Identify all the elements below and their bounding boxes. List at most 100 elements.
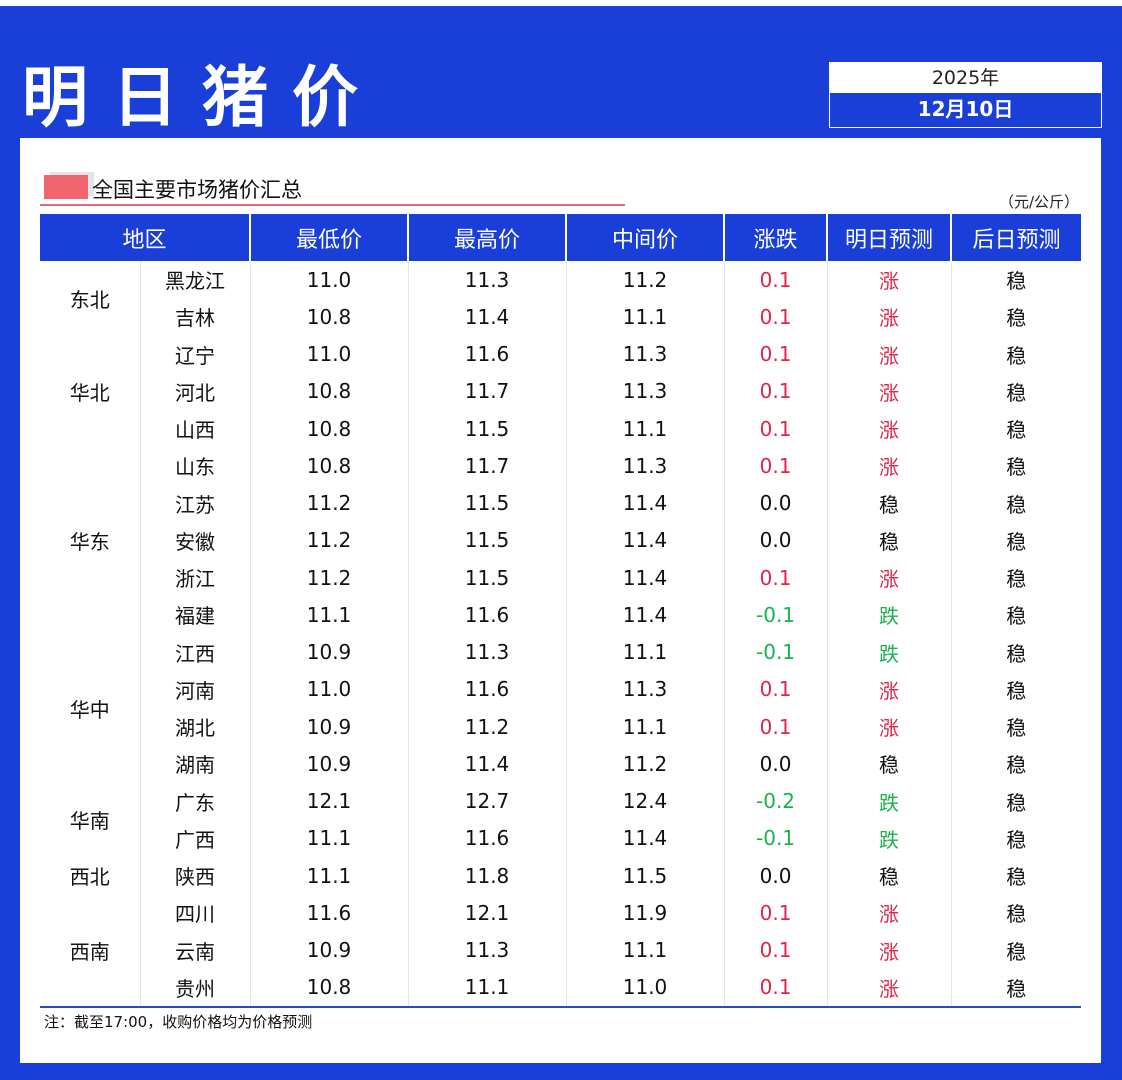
high-price-cell: 11.6: [408, 596, 567, 634]
high-price-cell: 11.5: [408, 410, 567, 448]
after-tomorrow-forecast-cell: 稳: [1006, 716, 1027, 741]
province-cell: 广东: [140, 782, 251, 820]
low-price-cell: 11.0: [250, 670, 409, 708]
province-cell: 贵州: [140, 968, 251, 1006]
tomorrow-forecast-cell: 跌: [827, 596, 952, 634]
province-cell: 山东: [140, 447, 251, 485]
high-price-cell: 11.6: [408, 819, 567, 857]
table-row: 湖北 10.9 11.2 11.1 0.1 涨 稳: [40, 708, 1081, 746]
table-bottom-rule: [40, 1006, 1081, 1008]
province-cell: 四川: [140, 894, 251, 932]
low-price-cell: 10.8: [250, 447, 409, 485]
high-price-cell: 11.6: [408, 335, 567, 373]
low-price-cell: 10.9: [250, 745, 409, 783]
high-price-cell: 12.1: [408, 894, 567, 932]
mid-price-cell: 11.4: [566, 559, 725, 597]
mid-price-cell: 11.0: [566, 968, 725, 1006]
tomorrow-forecast-cell: 涨: [827, 559, 952, 597]
province-cell: 福建: [140, 596, 251, 634]
province-cell: 吉林: [140, 298, 251, 336]
low-price-cell: 10.9: [250, 708, 409, 746]
low-price-cell: 11.2: [250, 559, 409, 597]
mid-price-cell: 11.1: [566, 708, 725, 746]
change-cell: -0.1: [724, 633, 828, 671]
table-row: 吉林 10.8 11.4 11.1 0.1 涨 稳: [40, 298, 1081, 336]
section-underline: [40, 204, 625, 206]
mid-price-cell: 11.4: [566, 484, 725, 522]
section-title: 全国主要市场猪价汇总: [92, 178, 302, 202]
mid-price-cell: 11.5: [566, 857, 725, 895]
section-marker-icon: [44, 175, 88, 199]
after-tomorrow-forecast-cell: 稳: [1006, 492, 1027, 517]
footnote: 注：截至17:00，收购价格均为价格预测: [44, 1013, 313, 1031]
province-cell: 浙江: [140, 559, 251, 597]
region-cell: 西南: [40, 894, 141, 1006]
low-price-cell: 11.0: [250, 335, 409, 373]
table-row: 西北 陕西 11.1 11.8 11.5 0.0 稳稳: [40, 857, 1081, 895]
table-row: 江苏 11.2 11.5 11.4 0.0 稳稳: [40, 484, 1081, 522]
high-price-cell: 11.5: [408, 484, 567, 522]
region-cell: 东北: [40, 261, 141, 336]
region-cell: 西北: [40, 857, 141, 895]
after-tomorrow-forecast-cell: 稳: [1006, 902, 1027, 927]
table-row: 西南 四川 11.6 12.1 11.9 0.1 涨稳: [40, 894, 1081, 1006]
column-header-high: 最高价: [408, 214, 568, 261]
table-row: 贵州 10.8 11.1 11.0 0.1 涨 稳: [40, 968, 1081, 1006]
low-price-cell: 10.9: [250, 931, 409, 969]
table-row: 广西 11.1 11.6 11.4 -0.1 跌 稳: [40, 819, 1081, 857]
change-cell: 0.0: [724, 484, 828, 522]
low-price-cell: 11.2: [250, 521, 409, 559]
mid-price-cell: 11.1: [566, 298, 725, 336]
column-header-tomorrow: 明日预测: [827, 214, 953, 261]
tomorrow-forecast-cell: 涨: [827, 261, 952, 299]
mid-price-cell: 11.3: [566, 335, 725, 373]
table-row: 湖南 10.9 11.4 11.2 0.0 稳稳: [40, 745, 1081, 783]
change-cell: -0.2: [724, 782, 828, 820]
mid-price-cell: 11.4: [566, 819, 725, 857]
region-cell: 华北: [40, 335, 141, 448]
after-tomorrow-forecast-cell: 稳: [1006, 865, 1027, 890]
high-price-cell: 11.3: [408, 261, 567, 299]
table-row: 东北 黑龙江 11.0 11.3 11.2 0.1 涨稳: [40, 261, 1081, 336]
high-price-cell: 11.5: [408, 559, 567, 597]
tomorrow-forecast-cell: 涨: [827, 298, 952, 336]
tomorrow-forecast-cell: 稳: [827, 521, 952, 559]
after-tomorrow-forecast-cell: 稳: [1006, 418, 1027, 443]
after-tomorrow-forecast-cell: 稳: [1006, 827, 1027, 852]
low-price-cell: 10.9: [250, 633, 409, 671]
province-cell: 黑龙江: [140, 261, 251, 299]
after-tomorrow-forecast-cell: 稳: [1006, 455, 1027, 480]
tomorrow-forecast-cell: 稳: [827, 484, 952, 522]
change-cell: 0.1: [724, 670, 828, 708]
mid-price-cell: 11.1: [566, 410, 725, 448]
after-tomorrow-forecast-cell: 稳: [1006, 269, 1027, 294]
province-cell: 河北: [140, 372, 251, 410]
table-row: 华中 江西 10.9 11.3 11.1 -0.1 跌稳: [40, 633, 1081, 783]
change-cell: 0.1: [724, 261, 828, 299]
table-row: 安徽 11.2 11.5 11.4 0.0 稳稳: [40, 521, 1081, 559]
table-row: 浙江 11.2 11.5 11.4 0.1 涨 稳: [40, 559, 1081, 597]
table-row: 云南 10.9 11.3 11.1 0.1 涨 稳: [40, 931, 1081, 969]
mid-price-cell: 11.3: [566, 447, 725, 485]
content-panel: 全国主要市场猪价汇总 （元/公斤） 地区 最低价 最高价 中间价 涨跌 明日预测…: [20, 138, 1101, 1063]
province-cell: 广西: [140, 819, 251, 857]
low-price-cell: 11.6: [250, 894, 409, 932]
column-header-low: 最低价: [250, 214, 410, 261]
low-price-cell: 10.8: [250, 410, 409, 448]
province-cell: 河南: [140, 670, 251, 708]
province-cell: 安徽: [140, 521, 251, 559]
after-tomorrow-forecast-cell: 稳: [1006, 976, 1027, 1001]
region-cell: 华南: [40, 782, 141, 857]
province-cell: 湖北: [140, 708, 251, 746]
mid-price-cell: 11.4: [566, 521, 725, 559]
change-cell: -0.1: [724, 596, 828, 634]
low-price-cell: 11.1: [250, 596, 409, 634]
table-row: 山西 10.8 11.5 11.1 0.1 涨 稳: [40, 410, 1081, 448]
high-price-cell: 12.7: [408, 782, 567, 820]
high-price-cell: 11.3: [408, 633, 567, 671]
tomorrow-forecast-cell: 跌: [827, 633, 952, 671]
tomorrow-forecast-cell: 涨: [827, 708, 952, 746]
column-header-region: 地区: [40, 214, 252, 261]
tomorrow-forecast-cell: 涨: [827, 894, 952, 932]
high-price-cell: 11.5: [408, 521, 567, 559]
